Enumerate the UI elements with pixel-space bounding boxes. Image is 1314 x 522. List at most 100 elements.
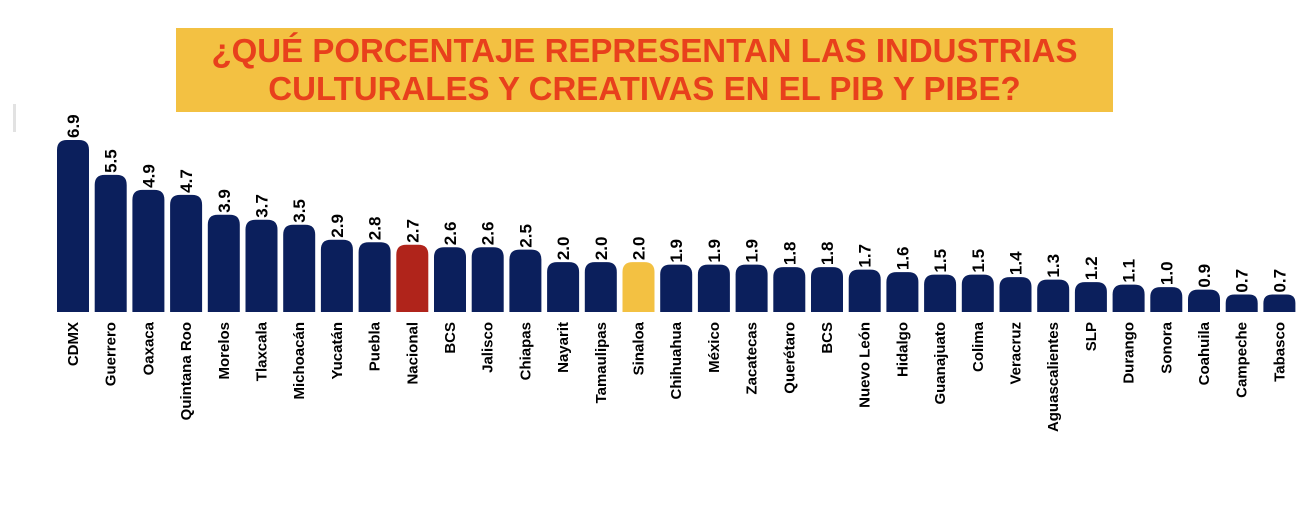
value-label-mexico-17: 1.9 <box>705 239 724 263</box>
bar-morelos-4 <box>207 214 240 312</box>
bar-puebla-8 <box>358 242 391 312</box>
bar-bcs-20 <box>811 267 843 312</box>
category-label-nuevo-leon-21: Nuevo León <box>857 322 874 408</box>
chart-title-line-1: ¿QUÉ PORCENTAJE REPRESENTAN LAS INDUSTRI… <box>211 32 1078 69</box>
value-label-slp-27: 1.2 <box>1082 256 1101 280</box>
bar-chihuahua-16 <box>660 264 693 312</box>
category-label-puebla-8: Puebla <box>367 321 384 371</box>
value-label-guanajuato-23: 1.5 <box>931 249 950 273</box>
category-label-jalisco-11: Jalisco <box>480 322 497 373</box>
value-label-chihuahua-16: 1.9 <box>667 239 686 263</box>
bar-slp-27 <box>1074 282 1107 312</box>
value-label-nayarit-13: 2.0 <box>554 237 573 261</box>
category-label-sinaloa-15: Sinaloa <box>631 321 648 375</box>
category-label-coahuila-30: Coahuila <box>1196 321 1213 385</box>
category-label-slp-27: SLP <box>1083 322 1100 351</box>
value-label-hidalgo-22: 1.6 <box>893 246 912 270</box>
bar-coahuila-30 <box>1188 289 1220 312</box>
value-label-tlaxcala-5: 3.7 <box>253 194 272 218</box>
category-label-oaxaca-2: Oaxaca <box>140 321 157 375</box>
bar-hidalgo-22 <box>886 272 919 312</box>
category-label-mexico-17: México <box>706 322 723 373</box>
category-label-campeche-31: Campeche <box>1234 322 1251 398</box>
value-label-nacional-9: 2.7 <box>403 219 422 243</box>
bar-mexico-17 <box>697 264 730 312</box>
category-label-quintana-roo-3: Quintana Roo <box>178 322 195 420</box>
value-label-bcs-10: 2.6 <box>441 222 460 246</box>
category-label-guerrero-1: Guerrero <box>103 322 120 386</box>
bar-tlaxcala-5 <box>245 219 278 312</box>
category-label-nayarit-13: Nayarit <box>555 322 572 373</box>
category-label-guanajuato-23: Guanajuato <box>932 322 949 405</box>
category-label-yucatan-7: Yucatán <box>329 322 346 380</box>
value-label-campeche-31: 0.7 <box>1233 269 1252 293</box>
value-label-chiapas-12: 2.5 <box>516 224 535 248</box>
bar-colima-24 <box>961 274 994 312</box>
value-label-yucatan-7: 2.9 <box>328 214 347 238</box>
category-label-sonora-29: Sonora <box>1158 321 1175 373</box>
category-label-bcs-10: BCS <box>442 322 459 354</box>
category-label-tamaulipas-14: Tamaulipas <box>593 322 610 403</box>
value-label-nuevo-leon-21: 1.7 <box>856 244 875 268</box>
bar-durango-28 <box>1112 284 1145 312</box>
category-label-zacatecas-18: Zacatecas <box>744 322 761 395</box>
value-label-guerrero-1: 5.5 <box>102 149 121 173</box>
bar-chiapas-12 <box>509 249 542 312</box>
category-label-aguascalientes-26: Aguascalientes <box>1045 322 1062 432</box>
category-label-chiapas-12: Chiapas <box>517 322 534 380</box>
bar-tabasco-32 <box>1263 294 1296 312</box>
value-label-morelos-4: 3.9 <box>215 189 234 213</box>
category-label-durango-28: Durango <box>1121 322 1138 384</box>
bar-jalisco-11 <box>471 247 504 312</box>
bar-bcs-10 <box>434 247 466 312</box>
value-label-sinaloa-15: 2.0 <box>630 237 649 261</box>
value-label-durango-28: 1.1 <box>1120 259 1139 283</box>
bar-campeche-31 <box>1225 294 1258 312</box>
value-label-zacatecas-18: 1.9 <box>743 239 762 263</box>
value-label-coahuila-30: 0.9 <box>1195 264 1214 288</box>
bar-oaxaca-2 <box>132 189 165 312</box>
category-label-tlaxcala-5: Tlaxcala <box>254 321 271 381</box>
value-label-sonora-29: 1.0 <box>1157 261 1176 285</box>
value-label-aguascalientes-26: 1.3 <box>1044 254 1063 278</box>
category-label-bcs-20: BCS <box>819 322 836 354</box>
bar-sonora-29 <box>1150 287 1183 312</box>
bar-zacatecas-18 <box>735 264 768 312</box>
bar-nuevo-leon-21 <box>848 269 881 312</box>
value-label-cdmx-0: 6.9 <box>64 114 83 138</box>
left-edge-divider <box>13 104 16 132</box>
bar-michoacan-6 <box>283 224 316 312</box>
value-label-veracruz-25: 1.4 <box>1007 251 1026 275</box>
value-label-tabasco-32: 0.7 <box>1270 269 1289 293</box>
bar-tamaulipas-14 <box>584 262 617 312</box>
value-label-puebla-8: 2.8 <box>366 217 385 241</box>
bar-veracruz-25 <box>999 277 1032 312</box>
chart-title-line-2: CULTURALES Y CREATIVAS EN EL PIB Y PIBE? <box>268 70 1021 107</box>
bar-cdmx-0 <box>57 140 89 312</box>
bar-yucatan-7 <box>320 239 353 312</box>
bar-nacional-9 <box>396 244 429 312</box>
category-label-hidalgo-22: Hidalgo <box>894 322 911 377</box>
bar-aguascalientes-26 <box>1037 279 1070 312</box>
category-label-tabasco-32: Tabasco <box>1271 322 1288 382</box>
category-label-colima-24: Colima <box>970 321 987 372</box>
value-label-oaxaca-2: 4.9 <box>139 164 158 188</box>
category-label-morelos-4: Morelos <box>216 322 233 380</box>
bar-queretaro-19 <box>773 267 806 312</box>
value-label-tamaulipas-14: 2.0 <box>592 237 611 261</box>
category-label-cdmx-0: CDMX <box>65 322 82 366</box>
bar-guanajuato-23 <box>924 274 957 312</box>
bar-quintana-roo-3 <box>170 194 203 312</box>
bar-nayarit-13 <box>547 262 580 312</box>
category-label-chihuahua-16: Chihuahua <box>668 321 685 399</box>
value-label-michoacan-6: 3.5 <box>290 199 309 223</box>
value-label-bcs-20: 1.8 <box>818 241 837 265</box>
value-label-colima-24: 1.5 <box>969 249 988 273</box>
category-label-michoacan-6: Michoacán <box>291 322 308 400</box>
chart-title-banner: ¿QUÉ PORCENTAJE REPRESENTAN LAS INDUSTRI… <box>176 28 1113 112</box>
value-label-jalisco-11: 2.6 <box>479 222 498 246</box>
category-label-nacional-9: Nacional <box>404 322 421 385</box>
bar-guerrero-1 <box>94 174 127 312</box>
value-label-quintana-roo-3: 4.7 <box>177 169 196 193</box>
